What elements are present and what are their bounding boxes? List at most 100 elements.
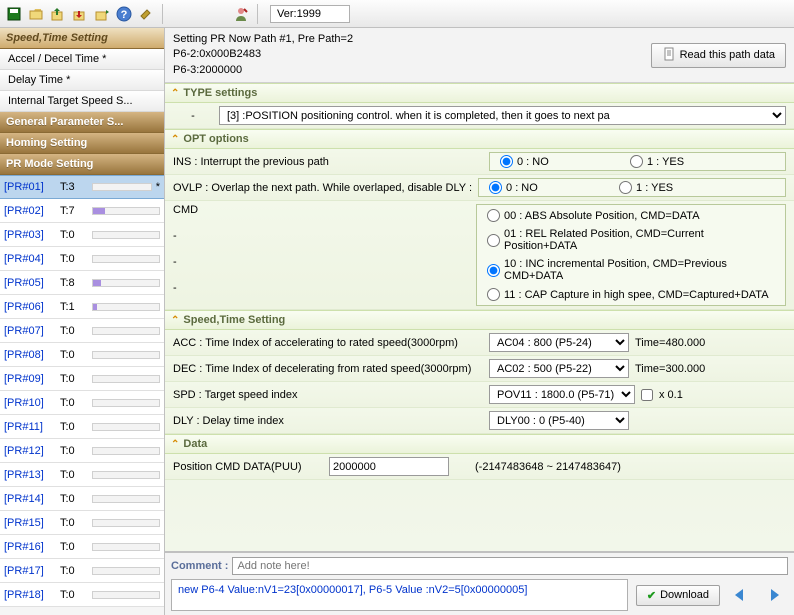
section-type-header[interactable]: ⌃TYPE settings — [165, 83, 794, 103]
pr-id: [PR#14] — [4, 493, 60, 505]
help-icon[interactable]: ? — [114, 4, 134, 24]
pr-bar — [92, 183, 152, 191]
save-icon[interactable] — [4, 4, 24, 24]
pr-bar — [92, 375, 160, 383]
pr-bar — [92, 447, 160, 455]
section-speed-header[interactable]: ⌃Speed,Time Setting — [165, 310, 794, 330]
pr-row[interactable]: [PR#06]T:1 — [0, 295, 164, 319]
pr-id: [PR#11] — [4, 421, 60, 433]
pr-bar — [92, 543, 160, 551]
toolbar: ? Ver:1999 — [0, 0, 794, 28]
pr-t: T:0 — [60, 517, 92, 529]
pr-row[interactable]: [PR#07]T:0 — [0, 319, 164, 343]
export-icon[interactable] — [48, 4, 68, 24]
settings-icon[interactable] — [92, 4, 112, 24]
acc-time: Time=480.000 — [635, 337, 705, 349]
pr-row[interactable]: [PR#09]T:0 — [0, 367, 164, 391]
pr-t: T:0 — [60, 373, 92, 385]
pr-row[interactable]: [PR#03]T:0 — [0, 223, 164, 247]
toolbar-separator — [162, 4, 163, 24]
ins-radio-no[interactable]: 0 : NO — [500, 155, 600, 168]
open-icon[interactable] — [26, 4, 46, 24]
pr-row[interactable]: [PR#18]T:0 — [0, 583, 164, 607]
cmd-radio-11[interactable]: 11 : CAP Capture in high spee, CMD=Captu… — [487, 288, 775, 301]
pr-t: T:7 — [60, 205, 92, 217]
pr-bar: Pr5 — [92, 207, 160, 215]
dec-select[interactable]: AC02 : 500 (P5-22) — [489, 359, 629, 378]
pr-id: [PR#05] — [4, 277, 60, 289]
spd-select[interactable]: POV11 : 1800.0 (P5-71) — [489, 385, 635, 404]
info-text: Setting PR Now Path #1, Pre Path=2 P6-2:… — [173, 32, 353, 78]
pr-row[interactable]: [PR#15]T:0 — [0, 511, 164, 535]
ovlp-radio-yes[interactable]: 1 : YES — [619, 181, 719, 194]
pr-t: T:3 — [60, 181, 92, 193]
pr-row[interactable]: [PR#05]T:8 — [0, 271, 164, 295]
cmd-radio-10[interactable]: 10 : INC incremental Position, CMD=Previ… — [487, 258, 775, 282]
toolbar-separator-2 — [257, 4, 258, 24]
cmd-radio-group: 00 : ABS Absolute Position, CMD=DATA 01 … — [476, 204, 786, 306]
pr-row[interactable]: [PR#16]T:0 — [0, 535, 164, 559]
cmd-00-label: 00 : ABS Absolute Position, CMD=DATA — [504, 210, 700, 222]
acc-row: ACC : Time Index of accelerating to rate… — [165, 330, 794, 356]
spd-label: SPD : Target speed index — [173, 389, 483, 401]
prev-button[interactable] — [728, 584, 754, 606]
ins-no-label: 0 : NO — [517, 156, 549, 168]
pr-row[interactable]: [PR#10]T:0 — [0, 391, 164, 415]
sidebar-item-delay[interactable]: Delay Time * — [0, 70, 164, 91]
cmd-dash1: - — [173, 230, 198, 242]
download-button[interactable]: ✔ Download — [636, 585, 720, 606]
user-icon[interactable] — [231, 4, 251, 24]
pr-t: T:0 — [60, 469, 92, 481]
acc-select[interactable]: AC04 : 800 (P5-24) — [489, 333, 629, 352]
type-select[interactable]: [3] :POSITION positioning control. when … — [219, 106, 786, 125]
sidebar-item-internal[interactable]: Internal Target Speed S... — [0, 91, 164, 112]
pr-id: [PR#10] — [4, 397, 60, 409]
ins-yes-label: 1 : YES — [647, 156, 684, 168]
ovlp-radio-group: 0 : NO 1 : YES — [478, 178, 786, 197]
cmd-radio-01[interactable]: 01 : REL Related Position, CMD=Current P… — [487, 228, 775, 252]
pr-row[interactable]: [PR#11]T:0 — [0, 415, 164, 439]
sections: ⌃TYPE settings - [3] :POSITION positioni… — [165, 83, 794, 551]
comment-input[interactable] — [232, 557, 788, 575]
tool-icon[interactable] — [136, 4, 156, 24]
group-general[interactable]: General Parameter S... — [0, 112, 164, 133]
pr-id: [PR#04] — [4, 253, 60, 265]
pr-row[interactable]: [PR#14]T:0 — [0, 487, 164, 511]
pr-t: T:1 — [60, 301, 92, 313]
svg-text:?: ? — [121, 9, 128, 21]
pr-row[interactable]: [PR#02]T:7Pr5 — [0, 199, 164, 223]
group-speed-time[interactable]: Speed,Time Setting — [0, 28, 164, 49]
comment-row: Comment : — [171, 557, 788, 575]
info-line1: Setting PR Now Path #1, Pre Path=2 — [173, 32, 353, 47]
pr-row[interactable]: [PR#08]T:0 — [0, 343, 164, 367]
dly-select[interactable]: DLY00 : 0 (P5-40) — [489, 411, 629, 430]
group-homing[interactable]: Homing Setting — [0, 133, 164, 154]
spd-x01-label: x 0.1 — [659, 389, 683, 401]
pr-row[interactable]: [PR#01]T:3* — [0, 175, 164, 199]
ovlp-no-label: 0 : NO — [506, 182, 538, 194]
pos-input[interactable] — [329, 457, 449, 476]
pr-t: T:0 — [60, 229, 92, 241]
import-icon[interactable] — [70, 4, 90, 24]
ins-radio-yes[interactable]: 1 : YES — [630, 155, 730, 168]
section-data-header[interactable]: ⌃Data — [165, 434, 794, 454]
read-path-button[interactable]: Read this path data — [651, 43, 786, 68]
pr-bar — [92, 423, 160, 431]
pr-row[interactable]: [PR#13]T:0 — [0, 463, 164, 487]
pr-row[interactable]: [PR#17]T:0 — [0, 559, 164, 583]
pr-id: [PR#16] — [4, 541, 60, 553]
group-prmode[interactable]: PR Mode Setting — [0, 154, 164, 175]
pr-row[interactable]: [PR#04]T:0 — [0, 247, 164, 271]
pr-id: [PR#03] — [4, 229, 60, 241]
version-box: Ver:1999 — [270, 5, 350, 23]
sidebar-item-accel[interactable]: Accel / Decel Time * — [0, 49, 164, 70]
ovlp-label: OVLP : Overlap the next path. While over… — [173, 182, 472, 194]
next-button[interactable] — [762, 584, 788, 606]
pr-id: [PR#09] — [4, 373, 60, 385]
section-opt-header[interactable]: ⌃OPT options — [165, 129, 794, 149]
pr-row[interactable]: [PR#12]T:0 — [0, 439, 164, 463]
log-row: new P6-4 Value:nV1=23[0x00000017], P6-5 … — [171, 579, 788, 611]
ovlp-radio-no[interactable]: 0 : NO — [489, 181, 589, 194]
cmd-radio-00[interactable]: 00 : ABS Absolute Position, CMD=DATA — [487, 209, 775, 222]
spd-x01-check[interactable] — [641, 389, 653, 401]
